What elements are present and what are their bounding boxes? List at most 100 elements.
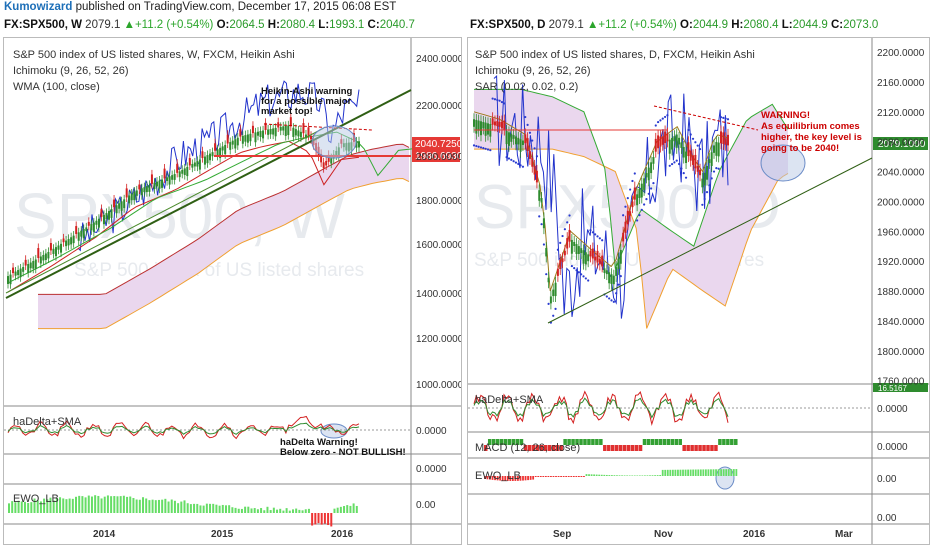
ewo-bar	[145, 498, 148, 513]
candle-body	[54, 247, 57, 257]
ewo-bar	[704, 469, 707, 476]
ewo-bar	[20, 501, 23, 513]
candle-body	[514, 136, 517, 145]
candle-body	[143, 187, 146, 193]
left-change: +11.2 (+0.54%)	[134, 19, 214, 31]
ewo-bar	[75, 496, 78, 513]
candle-body	[231, 140, 234, 145]
candle-body	[267, 129, 270, 135]
macd-bar	[690, 445, 694, 451]
candle-body	[654, 138, 657, 152]
macd-bar	[535, 445, 540, 451]
candle-body	[70, 237, 73, 245]
ewo-bar	[585, 474, 588, 476]
ewo-bar	[110, 496, 113, 513]
right-symbol[interactable]: FX:SPX500, D	[470, 19, 546, 31]
sar-dot	[705, 191, 709, 194]
ewo-bar	[330, 513, 333, 527]
sar-dot	[484, 147, 487, 150]
macd-bar	[618, 445, 623, 451]
macd-bar	[607, 445, 611, 451]
left-chart-svg[interactable]: SPX500, W S&P 500 index of US listed sha…	[4, 38, 464, 544]
candle-body	[206, 155, 209, 164]
candle-body	[603, 268, 606, 273]
up-arrow-icon: ▲	[587, 19, 599, 31]
ewo-bar	[674, 469, 677, 476]
candle-body	[82, 229, 85, 239]
ewo-bar	[682, 469, 684, 476]
candle-body	[624, 221, 627, 233]
price-tag-lower	[412, 149, 460, 162]
left-chart-panel[interactable]: SPX500, W S&P 500 index of US listed sha…	[3, 37, 464, 545]
macd-bar	[666, 439, 671, 445]
right-change: +11.2 (+0.54%)	[598, 19, 677, 31]
ewo-bar	[605, 474, 608, 476]
ewo-bar	[623, 475, 626, 476]
candle-body	[325, 160, 328, 166]
left-symbol[interactable]: FX:SPX500, W	[4, 19, 82, 31]
candle-body	[287, 125, 290, 136]
candle-body	[491, 118, 494, 125]
annotation-line: market top!	[261, 106, 313, 117]
ewo-bar	[489, 476, 491, 480]
candle-body	[14, 271, 17, 276]
sar-dot	[624, 205, 627, 208]
candle-body	[720, 131, 723, 144]
candle-body	[292, 127, 295, 137]
senkou-span-b	[38, 177, 410, 330]
candle-body	[62, 238, 65, 243]
candle-body	[272, 128, 275, 135]
candle-body	[500, 121, 503, 129]
macd-bar	[555, 445, 559, 451]
candle-body	[496, 121, 499, 127]
ewo-bar	[135, 499, 138, 513]
candle-body	[115, 205, 118, 214]
y-tick: 1880.0000	[877, 287, 925, 298]
ewo-bar	[189, 504, 192, 513]
candle-body	[302, 123, 305, 134]
candle-body	[645, 172, 648, 178]
publisher-name[interactable]: Kumowizard	[4, 1, 73, 13]
ewo-bar	[164, 498, 167, 513]
sar-dot	[596, 235, 599, 238]
candle-body	[559, 259, 562, 270]
candle-body	[178, 171, 181, 178]
macd-bar	[626, 445, 631, 451]
candle-body	[703, 172, 706, 186]
y-tick: 2400.0000	[416, 54, 461, 65]
ewo-bar	[323, 513, 326, 524]
ewo-bar	[707, 469, 710, 476]
ewo-bar	[717, 469, 720, 476]
ewo-bar	[215, 504, 218, 513]
ewo-bar	[304, 509, 307, 513]
candle-body	[304, 134, 307, 139]
right-chart-svg[interactable]: SPX500, D S&P 500 index of US listed sha…	[468, 38, 929, 544]
candle-body	[713, 145, 716, 153]
candle-body	[519, 139, 522, 152]
legend-ichimoku: Ichimoku (9, 26, 52, 26)	[13, 65, 129, 77]
ewo-bar	[671, 469, 674, 476]
sar-dot	[703, 197, 706, 201]
ewo-bar	[30, 502, 33, 513]
macd-bar	[531, 445, 536, 451]
left-symbol-header: FX:SPX500, W 2079.1 ▲+11.2 (+0.54%) O:20…	[4, 17, 415, 33]
right-chart-panel[interactable]: SPX500, D S&P 500 index of US listed sha…	[467, 37, 930, 545]
x-tick: Sep	[553, 529, 571, 540]
ewo-bar	[247, 506, 250, 513]
sub-label-hadelta: haDelta+SMA	[475, 394, 544, 406]
ewo-bar	[170, 499, 173, 513]
candle-body	[155, 181, 158, 187]
sar-dot	[547, 302, 550, 305]
candle-body	[626, 210, 629, 225]
sar-dot	[636, 219, 639, 222]
candle-body	[498, 121, 501, 127]
macd-bar	[603, 445, 607, 451]
ewo-bar	[636, 475, 639, 476]
ewo-bar	[157, 499, 160, 513]
sar-dot	[629, 188, 632, 191]
sar-dot	[619, 275, 622, 278]
trendline	[547, 157, 873, 324]
y-tick: 1760.0000	[877, 377, 925, 388]
candle-body	[168, 176, 171, 185]
sar-dot	[482, 147, 485, 150]
